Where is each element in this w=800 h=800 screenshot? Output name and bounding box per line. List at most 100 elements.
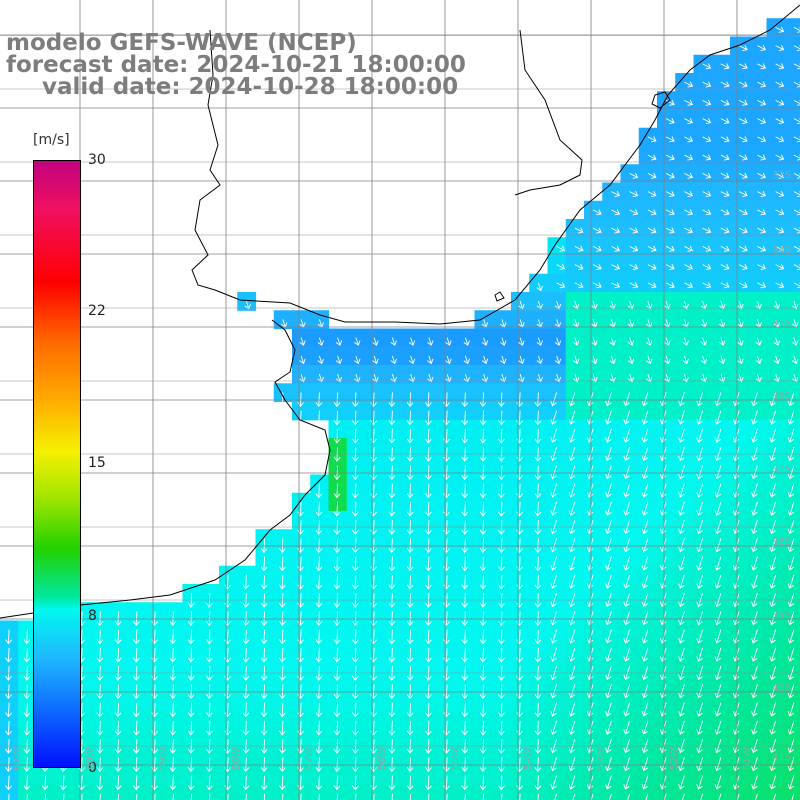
wind-arrow <box>443 483 450 499</box>
wind-arrow <box>242 757 250 773</box>
wind-arrow <box>187 775 195 791</box>
wind-arrow <box>406 574 414 590</box>
wind-arrow <box>5 629 12 645</box>
wind-arrow <box>568 775 576 790</box>
lat-label: 39S <box>772 610 792 621</box>
wind-arrow <box>425 428 432 444</box>
wind-arrow <box>554 793 558 800</box>
field-cell <box>638 784 658 800</box>
wind-arrow <box>647 227 657 234</box>
wind-arrow <box>641 556 649 571</box>
wind-arrow <box>169 775 177 791</box>
wind-arrow <box>260 647 268 663</box>
wind-arrow <box>641 702 649 717</box>
field-cell <box>310 784 330 800</box>
field-cell <box>237 784 257 800</box>
lat-label: 35S <box>772 318 792 329</box>
field-cell <box>784 91 800 111</box>
wind-arrow <box>623 647 631 662</box>
wind-arrow <box>352 647 359 663</box>
wind-arrow <box>696 574 704 589</box>
wind-arrow <box>665 227 675 234</box>
wind-arrow <box>609 373 616 383</box>
wind-arrow <box>787 757 795 772</box>
wind-arrow <box>391 793 393 800</box>
field-cell <box>73 784 92 800</box>
wind-arrow <box>751 483 758 498</box>
wind-arrow <box>556 264 566 271</box>
wind-arrow <box>738 209 748 216</box>
wind-arrow <box>388 647 396 663</box>
wind-arrow <box>550 647 558 662</box>
wind-arrow <box>242 647 250 663</box>
wind-arrow <box>605 775 612 790</box>
wind-arrow <box>355 793 357 800</box>
wind-arrow <box>151 629 158 645</box>
wind-arrow <box>678 538 685 553</box>
wind-arrow <box>665 282 675 289</box>
wind-arrow <box>568 556 576 571</box>
wind-arrow <box>536 300 543 310</box>
wind-arrow <box>151 702 158 718</box>
wind-arrow <box>793 227 800 234</box>
wind-arrow <box>151 720 158 736</box>
wind-arrow <box>696 556 704 571</box>
wind-arrow <box>23 702 31 718</box>
wind-arrow <box>684 264 694 271</box>
field-cell <box>784 620 800 640</box>
wind-arrow <box>775 282 785 289</box>
wind-arrow <box>297 574 304 590</box>
wind-arrow <box>792 373 799 383</box>
wind-arrow <box>479 538 487 554</box>
wind-arrow <box>244 300 251 310</box>
wind-arrow <box>443 410 450 426</box>
field-cell <box>784 766 800 786</box>
wind-arrow <box>133 629 140 645</box>
field-cell <box>91 784 111 800</box>
wind-arrow <box>629 209 639 216</box>
wind-arrow <box>352 483 359 499</box>
wind-arrow <box>757 191 767 198</box>
wind-arrow <box>260 720 268 736</box>
wind-arrow <box>641 465 649 480</box>
wind-arrow <box>279 611 286 627</box>
wind-arrow <box>299 337 306 346</box>
wind-arrow <box>787 574 795 589</box>
wind-arrow <box>315 501 323 517</box>
wind-arrow <box>425 538 432 554</box>
field-cell <box>784 638 800 658</box>
field-cell <box>784 346 800 366</box>
field-cell <box>784 273 800 293</box>
wind-arrow <box>206 684 213 700</box>
wind-arrow <box>96 629 104 645</box>
wind-arrow <box>682 300 689 310</box>
wind-arrow <box>443 556 450 572</box>
wind-arrow <box>696 775 704 790</box>
wind-arrow <box>187 720 195 736</box>
wind-arrow <box>550 629 558 644</box>
wind-arrow <box>605 702 612 717</box>
wind-arrow <box>757 245 767 252</box>
wind-arrow <box>370 574 377 590</box>
wind-arrow <box>187 702 195 718</box>
wind-arrow <box>481 373 489 383</box>
wind-arrow <box>445 355 452 365</box>
wind-arrow <box>647 154 657 161</box>
wind-arrow <box>354 337 361 346</box>
wind-arrow <box>702 209 712 216</box>
field-cell <box>164 784 184 800</box>
coastline <box>0 4 800 619</box>
legend-tick: 22 <box>88 303 106 319</box>
wind-arrow <box>114 611 122 627</box>
wind-arrow <box>641 684 649 699</box>
wind-arrow <box>333 556 341 572</box>
wind-arrow <box>665 191 675 198</box>
wind-arrow <box>297 538 304 554</box>
wind-arrow <box>627 793 631 800</box>
wind-arrow <box>682 373 689 383</box>
wind-arrow <box>534 501 542 517</box>
wind-arrow <box>297 647 304 663</box>
wind-arrow <box>516 611 523 627</box>
coastline-path <box>514 29 583 196</box>
wind-arrow <box>260 775 268 791</box>
